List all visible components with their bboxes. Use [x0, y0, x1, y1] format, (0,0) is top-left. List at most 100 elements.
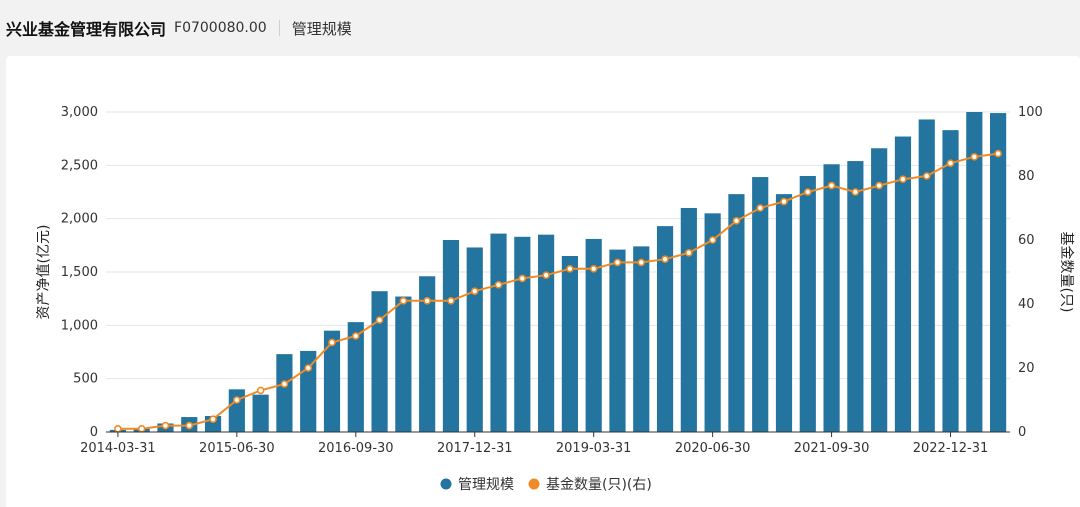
line-point[interactable]	[542, 271, 550, 279]
y-tick-label: 500	[73, 372, 98, 387]
line-point[interactable]	[328, 338, 336, 347]
y2-tick-label: 60	[1018, 233, 1035, 248]
line-point[interactable]	[114, 424, 122, 433]
bar[interactable]	[347, 322, 364, 432]
bar[interactable]	[871, 148, 888, 432]
line-point[interactable]	[994, 149, 1002, 158]
bar[interactable]	[514, 236, 531, 432]
x-tick-label: 2022-12-31	[913, 441, 989, 456]
bar[interactable]	[561, 256, 578, 432]
fund-company-code: F0700080.00	[174, 20, 267, 36]
line-point[interactable]	[399, 297, 408, 305]
bar[interactable]	[823, 164, 840, 432]
line-point[interactable]	[447, 297, 455, 305]
line-point[interactable]	[256, 386, 265, 395]
x-tick-label: 2015-06-30	[199, 441, 275, 456]
bar-series	[109, 112, 1007, 433]
line-point[interactable]	[970, 153, 979, 161]
legend-line-marker[interactable]	[528, 478, 540, 490]
metric-title[interactable]: 管理规模	[291, 19, 352, 38]
line-point[interactable]	[899, 175, 907, 183]
line-point[interactable]	[470, 287, 479, 295]
y2-tick-label: 100	[1018, 105, 1043, 120]
x-tick-label: 2019-03-31	[556, 441, 632, 456]
line-point[interactable]	[946, 159, 955, 167]
page-header: 兴业基金管理有限公司 F0700080.00 管理规模	[0, 0, 1080, 56]
line-point[interactable]	[494, 281, 503, 289]
line-point[interactable]	[518, 274, 527, 283]
bar[interactable]	[752, 177, 769, 432]
bar[interactable]	[395, 296, 412, 432]
bar[interactable]	[966, 112, 983, 432]
line-point[interactable]	[661, 255, 669, 263]
line-point[interactable]	[851, 188, 860, 196]
bar[interactable]	[799, 176, 816, 432]
line-point[interactable]	[756, 204, 765, 212]
line-point[interactable]	[137, 424, 146, 433]
chart-panel: 3,000 2,500 2,000 1,500 1,000 500 0 100 80 60 40 2…	[6, 56, 1080, 507]
line-point[interactable]	[375, 316, 384, 324]
bar[interactable]	[323, 330, 341, 432]
line-point[interactable]	[209, 415, 217, 424]
line-point[interactable]	[827, 181, 836, 190]
line-point[interactable]	[637, 258, 646, 267]
bar[interactable]	[419, 276, 436, 432]
legend-label[interactable]: 管理规模	[458, 477, 514, 493]
line-point[interactable]	[351, 332, 360, 340]
legend-bar-marker[interactable]	[440, 478, 452, 490]
header-divider	[278, 20, 280, 36]
line-point[interactable]	[304, 364, 313, 372]
line-point[interactable]	[185, 421, 194, 430]
bar[interactable]	[775, 194, 793, 432]
bar[interactable]	[656, 226, 674, 432]
bar[interactable]	[466, 247, 483, 432]
line-point[interactable]	[780, 197, 788, 206]
bar[interactable]	[371, 291, 388, 432]
y-tick-label: 3,000	[61, 105, 98, 120]
y-tick-label: 2,500	[61, 158, 98, 173]
bar[interactable]	[918, 119, 935, 432]
x-tick-label: 2016-09-30	[318, 441, 394, 456]
bar[interactable]	[633, 246, 650, 432]
bar[interactable]	[228, 389, 245, 432]
y-tick-label: 2,000	[61, 212, 98, 227]
y2-tick-label: 40	[1018, 297, 1035, 312]
bar[interactable]	[276, 354, 293, 432]
bar[interactable]	[609, 249, 626, 432]
line-point[interactable]	[708, 236, 717, 244]
bar[interactable]	[585, 238, 602, 432]
line-point[interactable]	[732, 217, 741, 225]
line-point[interactable]	[566, 265, 574, 273]
x-tick-label: 2021-09-30	[794, 441, 870, 456]
bar[interactable]	[704, 213, 721, 432]
x-axis: 2014-03-31 2015-06-30 2016-09-30 2017-12-31…	[80, 431, 1010, 456]
bar[interactable]	[538, 234, 555, 432]
line-point[interactable]	[922, 172, 931, 180]
line-point[interactable]	[233, 396, 241, 404]
line-point[interactable]	[280, 380, 289, 388]
bar[interactable]	[847, 161, 864, 433]
x-tick-label: 2014-03-31	[80, 441, 156, 456]
bar[interactable]	[442, 240, 460, 432]
bar[interactable]	[728, 194, 745, 432]
chart-svg: 3,000 2,500 2,000 1,500 1,000 500 0 100 80 60 40 2…	[36, 105, 1075, 493]
bar[interactable]	[490, 233, 507, 432]
legend-label[interactable]: 基金数量(只)(右)	[546, 476, 652, 493]
bar[interactable]	[680, 208, 697, 432]
bar[interactable]	[990, 113, 1007, 433]
left-y-axis: 3,000 2,500 2,000 1,500 1,000 500 0	[61, 105, 98, 440]
bar[interactable]	[894, 136, 912, 432]
line-point[interactable]	[161, 421, 170, 430]
line-point[interactable]	[875, 181, 883, 190]
line-point[interactable]	[685, 249, 693, 257]
bar[interactable]	[252, 394, 269, 432]
bar[interactable]	[942, 130, 959, 432]
line-point[interactable]	[803, 188, 812, 196]
line-point[interactable]	[423, 297, 431, 305]
line-point[interactable]	[613, 258, 622, 267]
y2-tick-label: 80	[1018, 169, 1035, 184]
line-point[interactable]	[589, 265, 598, 273]
x-tick-label: 2017-12-31	[437, 441, 513, 456]
y-tick-label: 0	[90, 425, 98, 440]
chart-legend: 管理规模 基金数量(只)(右)	[440, 476, 652, 493]
